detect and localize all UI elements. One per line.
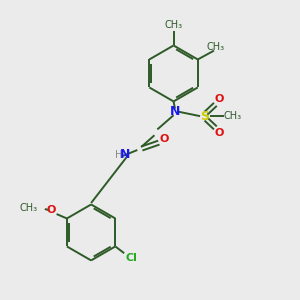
Text: O: O bbox=[159, 134, 169, 144]
Text: O: O bbox=[214, 128, 224, 138]
Text: N: N bbox=[170, 105, 180, 118]
Text: CH₃: CH₃ bbox=[224, 111, 242, 121]
Text: S: S bbox=[200, 110, 209, 123]
Text: CH₃: CH₃ bbox=[19, 203, 38, 213]
Text: O: O bbox=[47, 205, 56, 214]
Text: CH₃: CH₃ bbox=[164, 20, 183, 31]
Text: CH₃: CH₃ bbox=[206, 42, 224, 52]
Text: N: N bbox=[120, 148, 130, 161]
Text: H: H bbox=[116, 150, 123, 160]
Text: Cl: Cl bbox=[125, 253, 137, 262]
Text: O: O bbox=[214, 94, 224, 104]
